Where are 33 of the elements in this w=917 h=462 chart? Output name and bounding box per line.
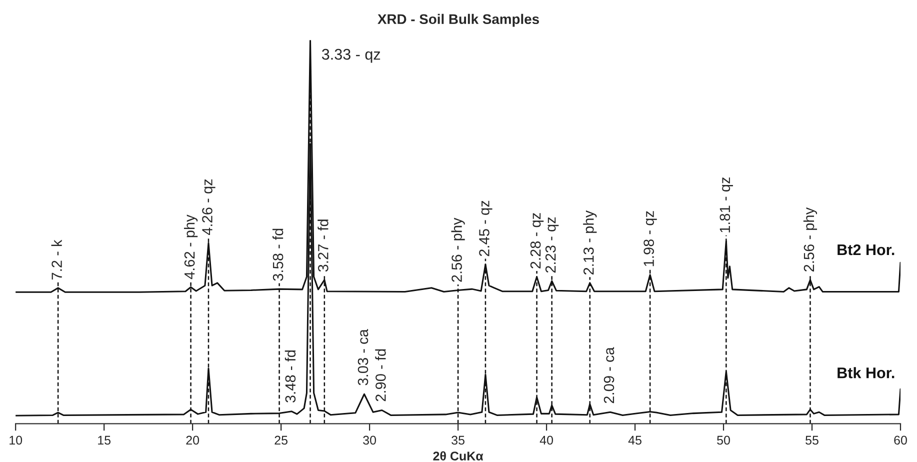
ref-line-label: 1.98 - qz [644, 211, 657, 266]
chart-title: XRD - Soil Bulk Samples [378, 14, 539, 27]
annotation: 2.90 - fd [375, 349, 386, 402]
x-axis-title: 2θ CuKα [433, 451, 484, 460]
ref-line-label: 2.13 - phy [583, 210, 597, 275]
x-tick-label: 50 [717, 436, 730, 445]
ref-line-label: 4.26 - qz [202, 179, 216, 236]
x-tick-label: 40 [540, 436, 553, 445]
x-tick-label: 15 [98, 436, 111, 445]
ref-line-label: 7.2 - k [51, 240, 62, 280]
ref-line-label: 3.27 - fd [318, 220, 328, 272]
ref-line-label: 2.23 - qz [545, 217, 559, 273]
annotation: 3.03 - ca [358, 329, 368, 386]
ref-line-label: 1.81 - qz [720, 177, 733, 232]
annotation: 3.33 - qz [322, 48, 380, 63]
x-tick-label: 45 [628, 436, 642, 445]
x-tick-label: 60 [894, 436, 907, 445]
series-label: Btk Hor. [838, 367, 894, 378]
ref-line-label: 2.28 - qz [530, 213, 544, 268]
annotation: 3.48 - fd [284, 350, 296, 402]
ref-line-label: 4.62 - phy [184, 214, 198, 280]
ref-line-label: 3.58 - fd [272, 228, 284, 281]
ref-line-label: 2.56 - phy [803, 207, 818, 272]
x-tick-label: 10 [10, 436, 22, 445]
ref-line-label: 2.56 - phy [451, 218, 465, 282]
annotation: 2.09 - ca [604, 347, 614, 404]
x-tick-label: 55 [806, 436, 818, 445]
ref-line-label: 2.45 - qz [479, 200, 492, 256]
x-tick-label: 25 [274, 436, 288, 445]
x-tick-label: 30 [363, 436, 376, 445]
series-label: Bt2 Hor. [838, 244, 894, 256]
x-tick-label: 35 [452, 436, 464, 445]
x-tick-label: 20 [186, 436, 200, 445]
